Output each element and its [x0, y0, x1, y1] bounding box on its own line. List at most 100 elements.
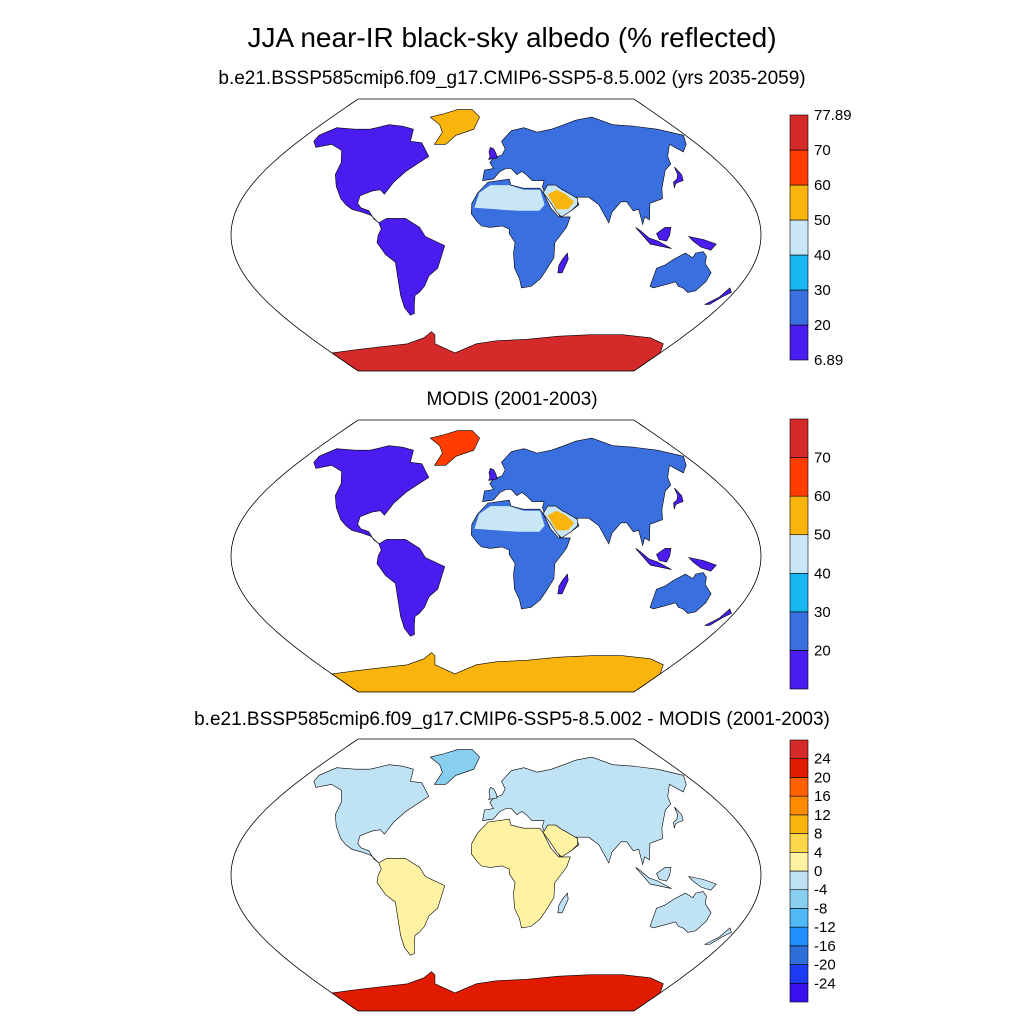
colorbar-tick-label: 0 [814, 863, 822, 880]
colorbar-swatch [789, 945, 809, 965]
landmass-namerica [313, 764, 430, 864]
colorbar-tick-label: 50 [814, 527, 831, 544]
colorbar-swatch [789, 149, 809, 186]
colorbar-svg: 20 30 40 50 60 70 [789, 418, 831, 690]
colorbar-swatch [789, 254, 809, 291]
panel1-map-svg [230, 98, 762, 372]
colorbar-tick-label: 70 [814, 142, 831, 159]
landmass-png [687, 876, 717, 891]
panel2-map-svg [230, 419, 762, 693]
colorbar-swatch [789, 870, 809, 891]
colorbar-swatch [789, 219, 809, 256]
landmass-samerica [376, 858, 446, 956]
colorbar-tick-label: 30 [814, 604, 831, 621]
colorbar-swatch [789, 795, 809, 816]
colorbar-tick-label: 16 [814, 788, 831, 805]
colorbar-swatch [789, 114, 809, 151]
colorbar-tick-label: 40 [814, 247, 831, 264]
landmass-africa [470, 818, 571, 929]
colorbar-swatch [789, 777, 809, 797]
colorbar-swatch [789, 457, 809, 497]
colorbar-tick-label: -8 [814, 900, 827, 917]
map-outline [230, 419, 762, 693]
colorbar-swatch [789, 650, 809, 690]
colorbar-tick-label: 60 [814, 177, 831, 194]
panel3-subtitle: b.e21.BSSP585cmip6.f09_g17.CMIP6-SSP5-8.… [194, 709, 830, 730]
colorbar-tick-label: -4 [814, 882, 827, 899]
colorbar-tick-label: 30 [814, 282, 831, 299]
colorbar-swatch [789, 814, 809, 834]
landmass-png [687, 557, 717, 572]
landmass-samerica [376, 218, 446, 316]
colorbar-tick-label: 8 [814, 826, 822, 843]
landmass-japan [673, 166, 684, 189]
landmass-antarctica [330, 971, 664, 1011]
map-outline [230, 98, 762, 372]
panel3-map-svg [230, 738, 762, 1012]
colorbar-swatch [789, 926, 809, 947]
colorbar-tick-label: -24 [814, 975, 836, 992]
land-layer [313, 430, 732, 692]
landmass-australia [649, 572, 712, 614]
region-arabiacore [547, 189, 575, 210]
landmass-samerica [376, 539, 446, 637]
landmass-madagascar [557, 252, 569, 274]
colorbar-swatch [789, 418, 809, 458]
landmass-nz [704, 608, 732, 626]
landmass-png [687, 236, 717, 251]
colorbar-tick-label: 20 [814, 317, 831, 334]
landmass-eurasia [482, 437, 687, 547]
landmass-australia [649, 251, 712, 293]
colorbar-tick-label: 24 [814, 751, 831, 768]
landmass-indonesia [635, 867, 672, 889]
landmass-antarctica [330, 652, 664, 692]
landmass-antarctica [330, 331, 664, 371]
colorbar-swatch [789, 534, 809, 574]
colorbar-swatch [789, 184, 809, 221]
landmass-japan [673, 487, 684, 510]
land-layer [313, 109, 732, 371]
colorbar-swatch [789, 495, 809, 536]
landmass-nz [704, 287, 732, 305]
colorbar-tick-label: 6.89 [814, 352, 843, 369]
figure-title: JJA near-IR black-sky albedo (% reflecte… [247, 22, 777, 53]
landmass-greenland [429, 749, 480, 785]
colorbar-tick-label: 12 [814, 807, 831, 824]
panel3-map [226, 735, 766, 1015]
colorbar-tick-label: 70 [814, 450, 831, 467]
colorbar-swatch [789, 833, 809, 853]
panel2-colorbar: 20 30 40 50 60 70 [788, 417, 878, 699]
colorbar-tick-label: 4 [814, 844, 822, 861]
colorbar-swatch [789, 572, 809, 613]
land-layer [313, 749, 732, 1011]
landmass-uk [488, 467, 498, 481]
landmass-indonesia [635, 227, 672, 249]
landmass-eurasia [482, 116, 687, 226]
colorbar-swatch [789, 889, 809, 909]
colorbar-svg: 6.89 20 30 40 50 60 70 77.89 [789, 107, 852, 369]
landmass-japan [673, 806, 684, 829]
landmass-greenland [429, 430, 480, 466]
colorbar-tick-label: -20 [814, 957, 836, 974]
landmass-greenland [429, 109, 480, 145]
colorbar-tick-label: 20 [814, 642, 831, 659]
colorbar-swatch [789, 964, 809, 984]
colorbar-swatch [789, 324, 809, 361]
panel1-colorbar: 6.89 20 30 40 50 60 70 77.89 [788, 107, 878, 370]
colorbar-tick-label: 50 [814, 212, 831, 229]
panel2-map [226, 416, 766, 696]
landmass-madagascar [557, 892, 569, 914]
region-arabiacore [547, 510, 575, 531]
map-outline [230, 738, 762, 1012]
landmass-borneo [656, 548, 672, 563]
colorbar-tick-label: 40 [814, 565, 831, 582]
region-sahara [474, 185, 545, 211]
landmass-borneo [656, 867, 672, 882]
landmass-arabia [542, 824, 579, 858]
panel3-colorbar: -24 -20 -16 -12 -8 -4 0 4 8 12 16 20 24 [788, 738, 878, 1012]
landmass-borneo [656, 227, 672, 242]
colorbar-swatch [789, 982, 809, 1003]
colorbar-swatch [789, 851, 809, 872]
panel2-subtitle: MODIS (2001-2003) [426, 389, 598, 410]
